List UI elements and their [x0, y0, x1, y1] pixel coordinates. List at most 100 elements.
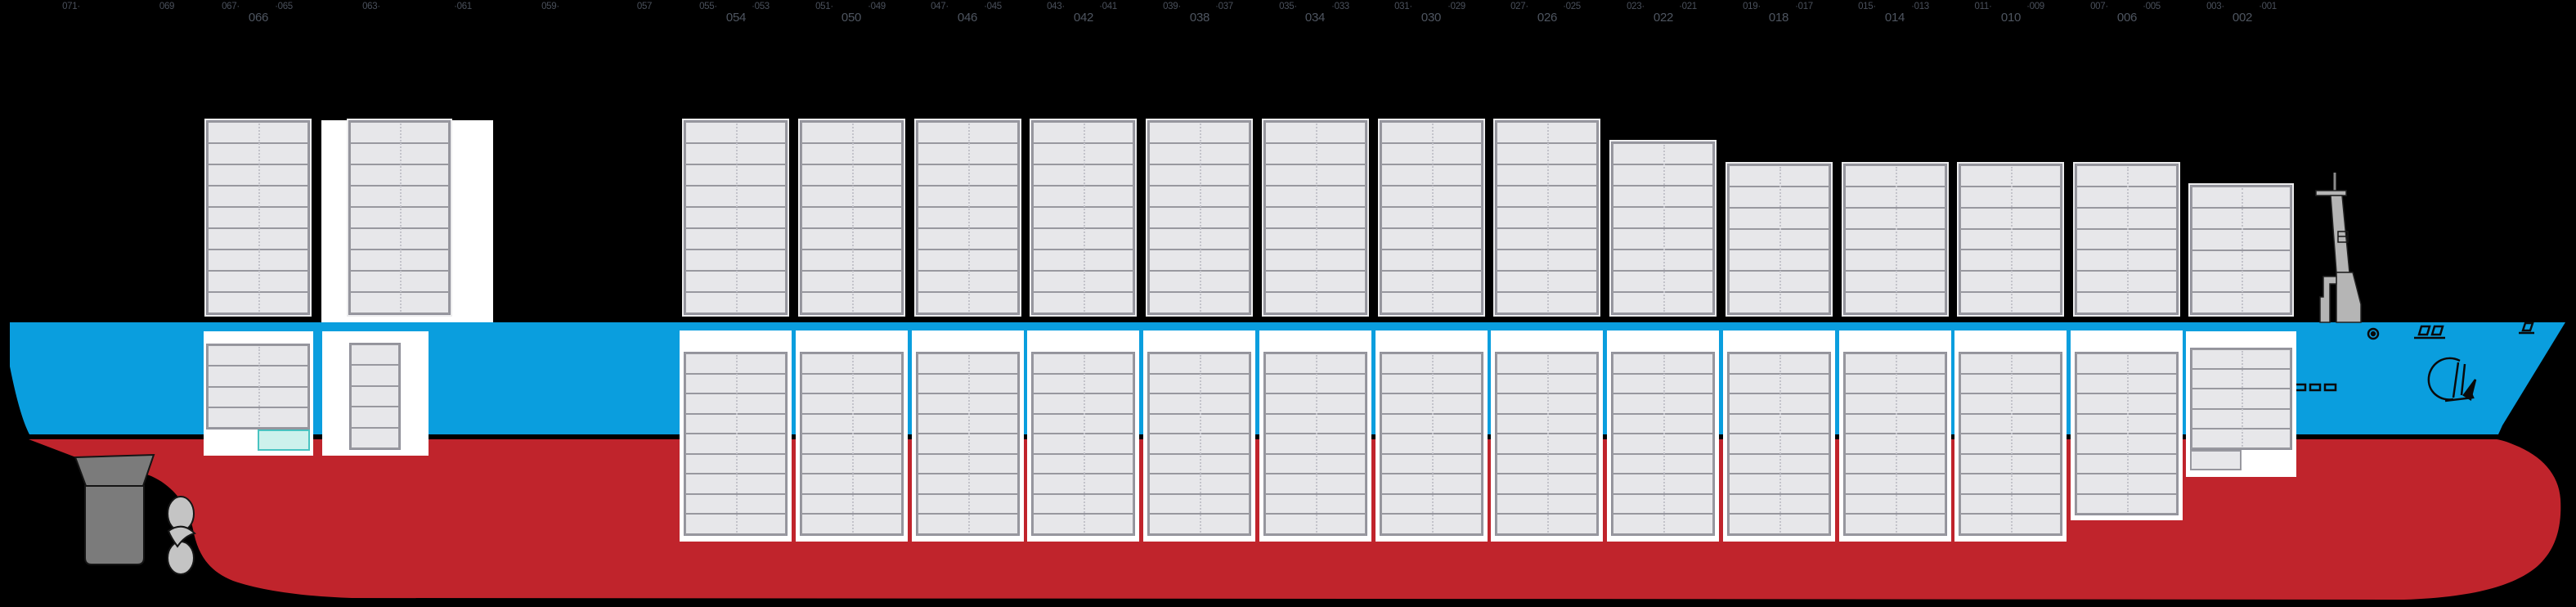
container-slot[interactable]: [1382, 394, 1481, 413]
container-slot[interactable]: [209, 144, 307, 164]
container-slot[interactable]: [1382, 474, 1481, 493]
container-slot[interactable]: [351, 187, 448, 206]
container-slot[interactable]: [2192, 229, 2290, 250]
container-slot[interactable]: [802, 454, 901, 474]
container-slot[interactable]: [1034, 187, 1133, 206]
container-slot[interactable]: [1613, 208, 1712, 227]
container-slot[interactable]: [1497, 229, 1596, 249]
container-slot[interactable]: [1034, 165, 1133, 185]
container-slot[interactable]: [1034, 454, 1133, 474]
container-slot[interactable]: [686, 165, 785, 185]
container-slot[interactable]: [686, 434, 785, 453]
container-slot[interactable]: [1497, 250, 1596, 270]
container-slot[interactable]: [1961, 434, 2060, 453]
container-slot[interactable]: [1382, 250, 1481, 270]
container-slot[interactable]: [2077, 374, 2176, 393]
container-slot[interactable]: [802, 474, 901, 493]
container-slot[interactable]: [1382, 354, 1481, 373]
container-slot[interactable]: [1961, 494, 2060, 514]
container-slot[interactable]: [802, 229, 901, 249]
container-slot[interactable]: [1266, 474, 1365, 493]
container-slot[interactable]: [1266, 229, 1365, 249]
container-slot[interactable]: [1150, 474, 1249, 493]
container-slot[interactable]: [1266, 272, 1365, 291]
container-slot[interactable]: [918, 144, 1017, 164]
container-slot[interactable]: [1034, 144, 1133, 164]
container-slot[interactable]: [2192, 350, 2290, 369]
container-slot[interactable]: [1730, 208, 1829, 228]
container-slot[interactable]: [1730, 434, 1829, 453]
container-slot[interactable]: [1382, 123, 1481, 142]
container-slot[interactable]: [1497, 454, 1596, 474]
container-slot[interactable]: [1613, 144, 1712, 164]
container-slot[interactable]: [1150, 293, 1249, 312]
container-slot[interactable]: [1613, 454, 1712, 474]
container-slot[interactable]: [686, 354, 785, 373]
container-slot[interactable]: [1497, 354, 1596, 373]
container-slot[interactable]: [1613, 354, 1712, 373]
container-slot[interactable]: [918, 394, 1017, 413]
container-slot[interactable]: [1497, 187, 1596, 206]
container-slot[interactable]: [918, 454, 1017, 474]
container-slot[interactable]: [1382, 374, 1481, 393]
container-slot[interactable]: [1961, 515, 2060, 533]
container-slot[interactable]: [2192, 187, 2290, 207]
container-slot[interactable]: [1846, 166, 1945, 186]
container-slot[interactable]: [1266, 414, 1365, 434]
container-slot[interactable]: [1266, 434, 1365, 453]
container-slot[interactable]: [1150, 208, 1249, 227]
container-slot[interactable]: [1150, 394, 1249, 413]
container-slot[interactable]: [1846, 374, 1945, 393]
container-slot[interactable]: [686, 374, 785, 393]
container-slot[interactable]: [1497, 494, 1596, 514]
container-slot[interactable]: [2077, 272, 2176, 292]
container-slot[interactable]: [1730, 272, 1829, 292]
container-slot[interactable]: [918, 354, 1017, 373]
container-slot[interactable]: [1034, 474, 1133, 493]
container-slot[interactable]: [802, 434, 901, 453]
container-slot[interactable]: [1382, 434, 1481, 453]
container-slot[interactable]: [1613, 165, 1712, 185]
container-slot[interactable]: [1730, 374, 1829, 393]
container-slot[interactable]: [2192, 272, 2290, 292]
container-slot[interactable]: [1497, 165, 1596, 185]
container-slot[interactable]: [1613, 250, 1712, 270]
container-slot[interactable]: [686, 208, 785, 227]
container-slot[interactable]: [351, 144, 448, 164]
container-slot[interactable]: [1961, 293, 2060, 312]
container-slot[interactable]: [1613, 414, 1712, 434]
container-slot[interactable]: [209, 387, 307, 407]
container-slot[interactable]: [2192, 208, 2290, 228]
container-slot[interactable]: [1150, 454, 1249, 474]
container-slot[interactable]: [351, 250, 448, 270]
container-slot[interactable]: [1034, 374, 1133, 393]
container-slot[interactable]: [1730, 454, 1829, 474]
container-slot[interactable]: [2077, 354, 2176, 373]
container-slot[interactable]: [802, 272, 901, 291]
container-slot[interactable]: [918, 229, 1017, 249]
container-slot[interactable]: [1730, 229, 1829, 250]
container-slot[interactable]: [1846, 515, 1945, 533]
container-slot[interactable]: [686, 229, 785, 249]
container-slot[interactable]: [351, 123, 448, 142]
container-slot[interactable]: [209, 208, 307, 227]
container-slot[interactable]: [1961, 187, 2060, 207]
container-slot[interactable]: [1034, 394, 1133, 413]
container-slot[interactable]: [918, 474, 1017, 493]
container-slot[interactable]: [209, 229, 307, 249]
container-slot[interactable]: [1150, 434, 1249, 453]
container-slot[interactable]: [686, 144, 785, 164]
container-slot[interactable]: [802, 208, 901, 227]
container-slot[interactable]: [1846, 454, 1945, 474]
container-slot[interactable]: [686, 454, 785, 474]
container-slot[interactable]: [1846, 187, 1945, 207]
container-slot[interactable]: [1266, 374, 1365, 393]
container-slot[interactable]: [2077, 474, 2176, 493]
container-slot[interactable]: [918, 293, 1017, 312]
container-slot[interactable]: [1846, 250, 1945, 271]
container-slot[interactable]: [2192, 389, 2290, 408]
container-slot[interactable]: [1846, 394, 1945, 413]
container-slot[interactable]: [1382, 515, 1481, 533]
container-slot[interactable]: [1497, 434, 1596, 453]
container-slot[interactable]: [1034, 272, 1133, 291]
